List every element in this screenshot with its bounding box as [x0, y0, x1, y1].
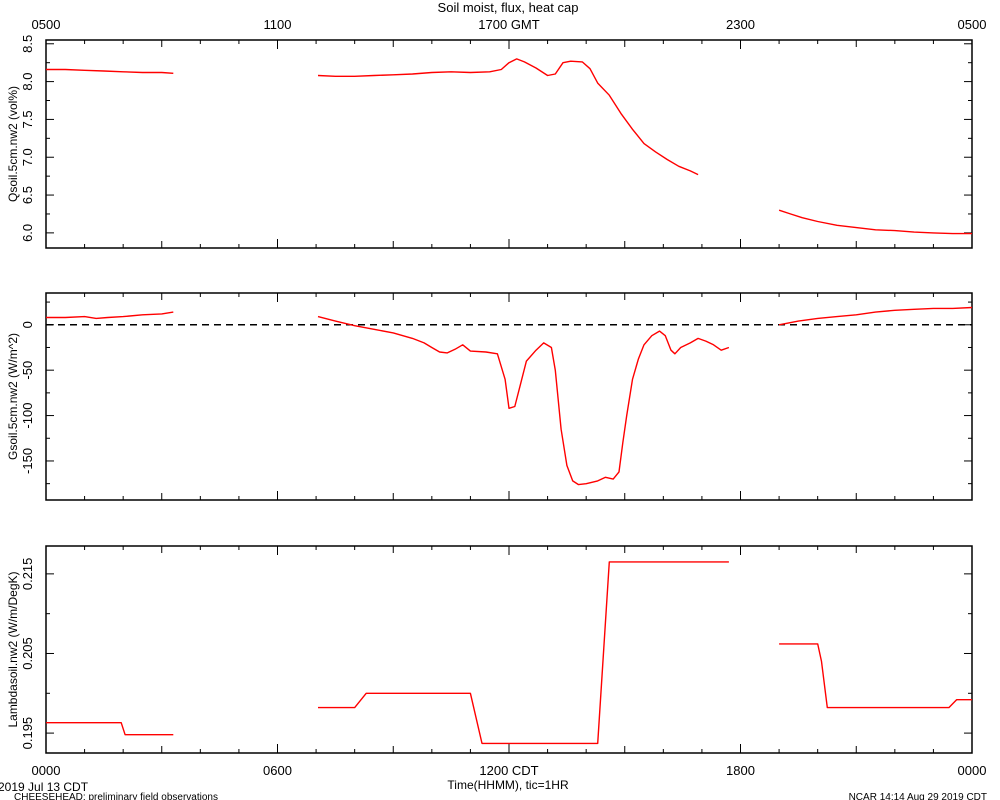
y-tick-label: 0.215: [20, 558, 35, 591]
top-tick-label: 1700 GMT: [478, 17, 539, 32]
chart-title: Soil moist, flux, heat cap: [438, 0, 579, 15]
y-axis-label: Qsoil.5cm.nw2 (vol%): [6, 86, 20, 202]
date-label: 2019 Jul 13 CDT: [0, 780, 89, 794]
series-line-segment: [778, 209, 972, 235]
bottom-axis-tick-labels: 0000 0600 1200 CDT 1800 0000: [32, 763, 987, 778]
top-tick-label: 0500: [32, 17, 61, 32]
y-tick-label: 8.0: [20, 73, 35, 91]
series-line-segment: [46, 68, 174, 74]
y-tick-label: 6.0: [20, 224, 35, 242]
series-line-segment: [778, 306, 973, 326]
chart-panel: 6.0 6.5 7.0 7.5 8.0 8.5 Qsoil.5cm.nw2 (vol%): [6, 35, 973, 249]
x-axis-label: Time(HHMM), tic=1HR: [447, 778, 569, 792]
y-tick-label: 0.205: [20, 637, 35, 670]
y-tick-label: 0: [20, 321, 35, 328]
bottom-tick-label: 0000: [958, 763, 987, 778]
y-tick-label: 6.5: [20, 186, 35, 204]
plot-frame: [45, 39, 973, 249]
bottom-tick-label: 0000: [32, 763, 61, 778]
top-axis-tick-labels: 0500 1100 1700 GMT 2300 0500: [32, 17, 987, 32]
top-tick-label: 1100: [264, 17, 292, 32]
y-tick-label: 8.5: [20, 35, 35, 53]
series-line-segment: [779, 643, 972, 709]
y-tick-label: -50: [20, 361, 35, 380]
y-tick-label: 7.0: [20, 148, 35, 166]
chart-panels: 6.0 6.5 7.0 7.5 8.0 8.5 Qsoil.5cm.nw2 (vol%) -1…: [6, 35, 973, 754]
y-tick-label: -100: [20, 403, 35, 429]
series-line-segment: [317, 58, 699, 176]
y-tick-label: -150: [20, 448, 35, 474]
top-tick-label: 2300: [726, 17, 755, 32]
top-tick-label: 0500: [958, 17, 987, 32]
series-line-segment: [46, 722, 174, 736]
footer-right: NCAR 14:14 Aug 29 2019 CDT: [849, 792, 987, 800]
plot-frame: [45, 545, 973, 754]
footer-left: CHEESEHEAD: preliminary field observatio…: [14, 792, 218, 800]
y-axis-label: Gsoil.5cm.nw2 (W/m^2): [6, 333, 20, 460]
bottom-tick-label: 0600: [263, 763, 292, 778]
y-tick-label: 7.5: [20, 110, 35, 128]
series-line-segment: [317, 315, 730, 486]
bottom-tick-label: 1200 CDT: [479, 763, 538, 778]
series-line-segment: [46, 311, 174, 320]
bottom-tick-label: 1800: [726, 763, 755, 778]
y-tick-label: 0.195: [20, 717, 35, 750]
series-line-segment: [318, 561, 729, 745]
y-axis-label: Lambdasoil.nw2 (W/m/DegK): [6, 571, 20, 727]
